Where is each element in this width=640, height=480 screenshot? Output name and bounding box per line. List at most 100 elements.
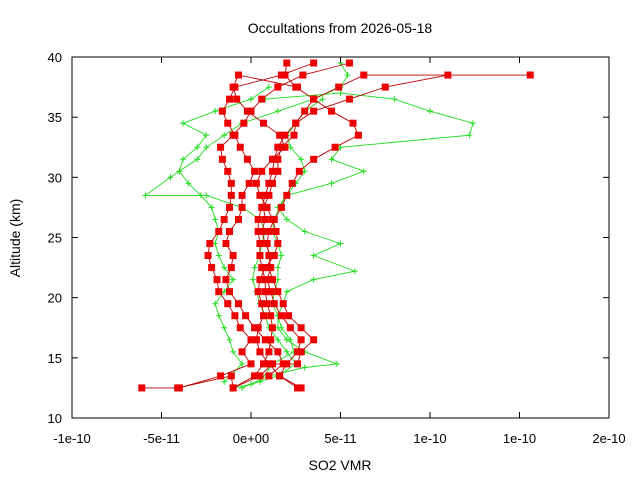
data-point bbox=[267, 312, 275, 320]
data-point bbox=[251, 372, 259, 380]
data-point bbox=[278, 252, 285, 259]
data-point bbox=[175, 384, 183, 392]
y-tick-label: 15 bbox=[48, 351, 62, 366]
data-point bbox=[252, 336, 260, 344]
y-tick-label: 30 bbox=[48, 170, 62, 185]
data-point bbox=[290, 131, 298, 139]
data-point bbox=[194, 156, 201, 163]
series-line bbox=[259, 98, 323, 383]
data-point bbox=[179, 156, 186, 163]
x-tick-label: 2e-10 bbox=[592, 431, 625, 446]
data-point bbox=[276, 372, 284, 380]
data-point bbox=[260, 360, 268, 368]
data-point bbox=[221, 378, 228, 385]
x-tick-label: -5e-11 bbox=[143, 431, 180, 446]
data-point bbox=[267, 264, 275, 272]
series-4 bbox=[229, 71, 305, 392]
x-axis-label: SO2 VMR bbox=[308, 457, 371, 473]
data-point bbox=[212, 300, 219, 307]
data-point bbox=[217, 372, 225, 380]
data-point bbox=[274, 143, 282, 151]
data-point bbox=[319, 96, 326, 103]
data-point bbox=[230, 276, 237, 283]
data-point bbox=[236, 143, 244, 151]
data-point bbox=[268, 167, 276, 175]
data-point bbox=[265, 191, 273, 199]
data-point bbox=[263, 276, 271, 284]
data-point bbox=[256, 348, 264, 356]
data-point bbox=[218, 107, 226, 115]
data-point bbox=[236, 324, 244, 332]
ticks-layer: -1e-10 -5e-11 0e+00 5e-11 1e-10 1e-10 2e-10 10 1… bbox=[48, 50, 626, 446]
data-point bbox=[268, 155, 276, 163]
data-point bbox=[277, 143, 285, 151]
data-point bbox=[298, 156, 305, 163]
data-point bbox=[335, 83, 343, 91]
data-point bbox=[268, 276, 276, 284]
data-point bbox=[217, 143, 225, 151]
series-0 bbox=[138, 71, 534, 392]
data-point bbox=[337, 240, 344, 247]
data-point bbox=[220, 215, 228, 223]
data-point bbox=[345, 95, 353, 103]
data-point bbox=[176, 168, 183, 175]
data-point bbox=[247, 336, 255, 344]
data-point bbox=[299, 71, 307, 79]
data-point bbox=[261, 288, 269, 296]
data-point bbox=[226, 336, 233, 343]
data-point bbox=[283, 216, 290, 223]
data-point bbox=[238, 203, 246, 211]
data-point bbox=[252, 179, 260, 187]
data-point bbox=[274, 155, 282, 163]
data-point bbox=[444, 71, 452, 79]
data-point bbox=[344, 72, 351, 79]
data-point bbox=[239, 360, 246, 367]
data-point bbox=[274, 167, 282, 175]
series-1 bbox=[175, 59, 353, 392]
data-point bbox=[258, 300, 266, 308]
data-point bbox=[283, 348, 290, 355]
data-point bbox=[185, 180, 192, 187]
series-line bbox=[141, 74, 531, 389]
data-point bbox=[215, 312, 222, 319]
series-line bbox=[266, 62, 359, 389]
data-point bbox=[227, 264, 235, 272]
data-point bbox=[213, 276, 221, 284]
data-point bbox=[263, 300, 271, 308]
data-point bbox=[354, 131, 362, 139]
data-point bbox=[197, 192, 204, 199]
data-point bbox=[258, 227, 266, 235]
data-point bbox=[391, 96, 398, 103]
data-point bbox=[224, 119, 232, 127]
series-line bbox=[179, 62, 350, 389]
data-point bbox=[254, 227, 262, 235]
data-point bbox=[238, 191, 246, 199]
data-point bbox=[142, 192, 149, 199]
series-line bbox=[232, 74, 302, 389]
data-point bbox=[247, 107, 255, 115]
data-point bbox=[268, 215, 276, 223]
data-point bbox=[333, 360, 340, 367]
x-tick-label: 0e+00 bbox=[233, 431, 270, 446]
data-point bbox=[261, 215, 269, 223]
data-point bbox=[243, 155, 251, 163]
data-point bbox=[179, 120, 186, 127]
data-point bbox=[208, 204, 215, 211]
data-point bbox=[258, 95, 266, 103]
data-point bbox=[283, 191, 291, 199]
data-point bbox=[233, 95, 241, 103]
data-point bbox=[328, 156, 335, 163]
data-point bbox=[203, 144, 210, 151]
data-point bbox=[204, 252, 212, 260]
data-point bbox=[226, 227, 234, 235]
data-point bbox=[294, 83, 302, 91]
data-point bbox=[310, 107, 318, 115]
data-point bbox=[279, 300, 287, 308]
data-point bbox=[215, 227, 223, 235]
data-point bbox=[265, 252, 273, 260]
data-point bbox=[310, 155, 318, 163]
data-point bbox=[328, 180, 335, 187]
data-point bbox=[265, 372, 273, 380]
data-point bbox=[215, 288, 223, 296]
